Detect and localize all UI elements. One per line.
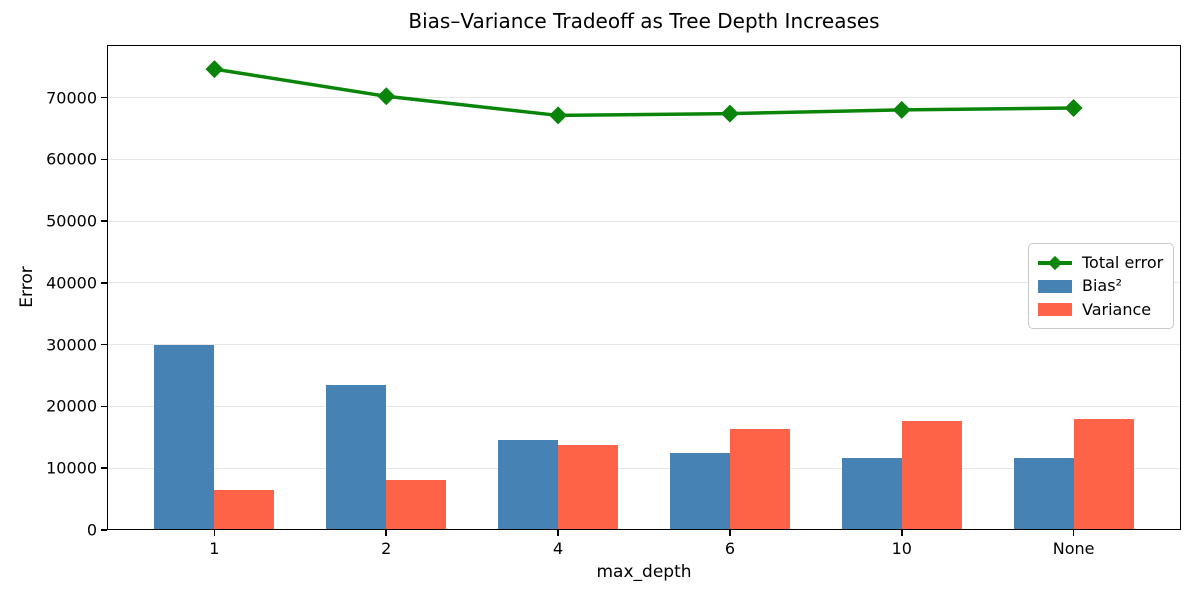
y-gridline [107,158,1181,160]
total-error-marker [205,60,224,79]
y-tick-mark [101,220,107,222]
x-tick-label: 1 [209,539,220,558]
bias-squared-bar [669,452,730,530]
bias-squared-bar [1013,457,1074,530]
x-tick-label: 2 [381,539,392,558]
y-tick-label: 20000 [46,396,97,416]
x-tick-label: 6 [724,539,735,558]
x-tick-mark [1072,530,1075,536]
y-tick-label: 30000 [46,335,97,355]
plot-area: Total error Bias² Variance 0 10000 20000 30… [46,45,1181,558]
total-error-marker [549,106,568,125]
chart-title: Bias–Variance Tradeoff as Tree Depth Inc… [408,9,880,33]
legend: Total error Bias² Variance [1028,243,1174,329]
y-gridline [107,282,1181,284]
variance-bar [1073,418,1134,530]
variance-bar [386,479,447,530]
x-tick-mark [385,530,387,536]
y-gridline [107,344,1181,346]
total-error-line [205,60,1083,125]
variance-bar [214,489,275,530]
y-tick-label: 10000 [46,458,97,478]
variance-bar [901,421,962,530]
bias-squared-bar [498,440,559,530]
x-tick-label: 4 [552,539,564,558]
legend-label: Variance [1082,299,1152,319]
x-tick-mark [729,530,731,536]
total-error-marker [1064,99,1083,118]
total-error-marker [892,100,911,119]
legend-bias-swatch [1038,279,1072,293]
legend-item-bias: Bias² [1038,278,1164,294]
x-tick-mark [213,530,216,536]
y-tick-label: 60000 [46,149,97,169]
variance-bar [729,429,790,530]
legend-label: Bias² [1082,276,1122,295]
x-axis-label: max_depth [596,562,692,582]
x-tick-mark [901,530,903,536]
x-tick-label: None [1052,539,1095,558]
y-gridline [107,467,1181,469]
bias-squared-bar [326,384,387,530]
bias-squared-bar [841,458,902,530]
y-tick-label: 40000 [46,273,97,293]
y-axis-label: Error [17,266,37,308]
y-tick-mark [101,343,107,346]
y-tick-label: 50000 [46,211,97,231]
variance-bar [558,445,619,530]
x-tick-mark [557,530,559,536]
y-tick-label: 70000 [46,88,97,108]
legend-variance-swatch [1038,303,1072,316]
y-tick-mark [101,282,107,284]
y-gridline [107,220,1181,222]
y-tick-mark [101,467,107,469]
legend-line-diamond-swatch [1038,255,1072,270]
y-tick-mark [101,405,107,408]
y-tick-label: 0 [86,520,97,540]
y-tick-mark [101,529,107,531]
y-tick-mark [101,96,107,99]
total-error-marker [377,87,396,106]
legend-item-variance: Variance [1038,299,1164,319]
y-gridline [107,405,1181,407]
x-tick-label: 10 [891,539,912,558]
legend-label: Total error [1082,252,1164,272]
y-tick-mark [101,158,107,161]
total-error-marker [720,104,739,123]
legend-item-total-error: Total error [1038,252,1164,272]
y-gridline [107,97,1181,99]
bias-squared-bar [154,345,215,530]
